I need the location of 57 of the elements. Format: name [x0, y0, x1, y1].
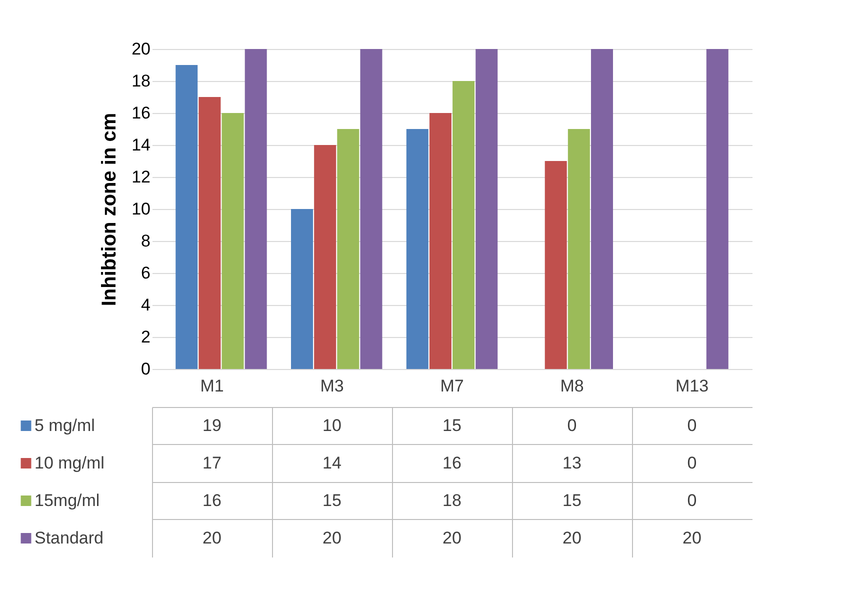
bar [476, 49, 498, 369]
data-label: 20 [322, 528, 342, 548]
bar [314, 145, 336, 369]
data-label: 10 [322, 416, 342, 435]
data-label: 20 [682, 528, 702, 548]
data-label: 16 [202, 490, 222, 510]
bar [406, 129, 428, 369]
data-label: 16 [442, 453, 462, 472]
data-label: 19 [202, 416, 222, 435]
data-label: 15 [322, 490, 342, 510]
bar [176, 65, 198, 369]
y-tick-label: 10 [132, 200, 150, 218]
bar [429, 113, 452, 369]
y-tick-label: 20 [132, 40, 150, 58]
data-label: 15 [562, 490, 582, 510]
bar [544, 161, 567, 369]
x-tick-label: M13 [675, 376, 709, 396]
x-tick-label: M7 [440, 376, 464, 396]
bar [337, 129, 360, 369]
data-label: 17 [202, 453, 222, 472]
y-tick-label: 8 [141, 232, 150, 250]
x-tick-label: M8 [560, 376, 584, 396]
bar [244, 49, 267, 369]
data-label: 13 [562, 453, 582, 472]
x-tick-label: M1 [200, 376, 224, 396]
data-label: 20 [202, 528, 222, 548]
bar [198, 97, 221, 369]
y-tick-label: 12 [132, 168, 150, 186]
data-label: 0 [687, 490, 697, 510]
bar [452, 81, 475, 369]
bar [360, 49, 382, 369]
data-label: 15 [442, 416, 462, 435]
data-label: 0 [687, 416, 697, 435]
data-label: 20 [562, 528, 582, 548]
data-label: 0 [687, 453, 697, 472]
y-tick-label: 4 [141, 296, 150, 314]
y-tick-label: 2 [141, 328, 150, 346]
y-tick-label: 18 [132, 72, 150, 90]
x-tick-label: M3 [320, 376, 344, 396]
y-axis-title: Inhibtion zone in cm [98, 112, 121, 306]
legend-label: 10 mg/ml [34, 453, 104, 472]
legend-label: 5 mg/ml [34, 416, 95, 435]
data-label: 0 [567, 416, 577, 435]
bar [291, 209, 313, 369]
bar [222, 113, 244, 369]
y-tick-label: 0 [141, 360, 150, 378]
bar [568, 129, 590, 369]
y-tick-label: 16 [132, 104, 150, 122]
legend-label: Standard [34, 528, 104, 548]
data-label: 14 [322, 453, 342, 472]
legend-label: 15mg/ml [34, 490, 100, 510]
y-tick-label: 6 [141, 264, 150, 282]
y-tick-label: 14 [132, 136, 150, 154]
bar [591, 49, 613, 369]
data-label: 18 [442, 490, 462, 510]
bar [706, 49, 728, 369]
data-label: 20 [442, 528, 462, 548]
